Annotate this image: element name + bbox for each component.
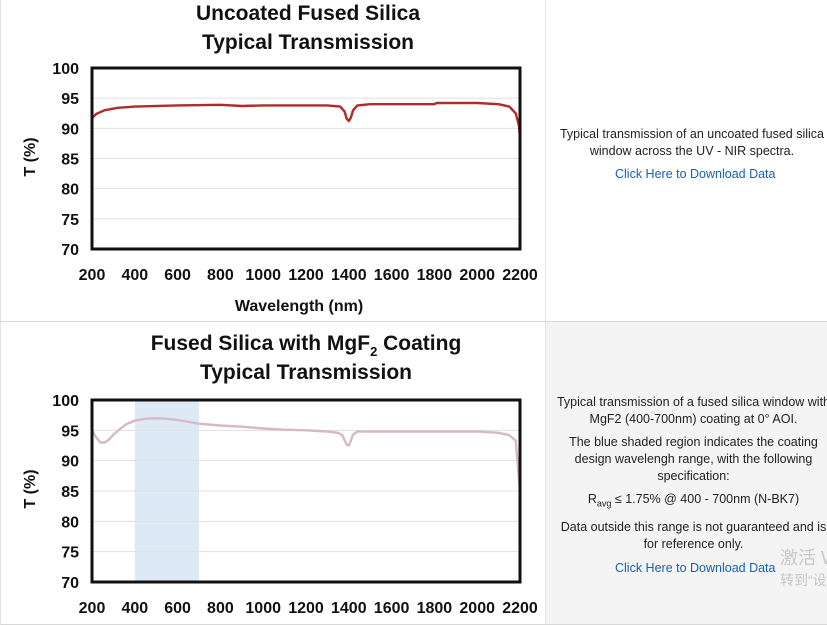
description-paragraph-1: Typical transmission of a fused silica w… [556,395,827,426]
x-tick-label: 1800 [417,600,453,617]
y-tick-label: 90 [61,454,79,471]
chart-title-line1: Fused Silica with MgF2 Coating [151,332,462,359]
x-tick-label: 400 [121,267,148,284]
x-tick-label: 1600 [374,600,410,617]
plot-frame [90,66,522,251]
x-tick-label: 1800 [417,267,453,284]
x-tick-label: 800 [207,600,234,617]
y-tick-label: 80 [61,514,79,531]
y-tick-label: 100 [52,61,79,78]
x-tick-label: 2200 [502,267,538,284]
download-data-link[interactable]: Click Here to Download Data [615,167,776,181]
watermark-line1: 激活 W [780,548,827,568]
y-tick-label: 95 [61,91,79,108]
x-tick-label: 1200 [288,267,324,284]
x-tick-label: 2000 [459,600,495,617]
x-tick-label: 600 [164,267,191,284]
x-tick-label: 2000 [459,267,495,284]
x-tick-label: 400 [121,600,148,617]
y-tick-label: 80 [61,182,79,199]
x-tick-label: 800 [207,267,234,284]
y-tick-label: 70 [61,575,79,592]
plot-frame [90,398,522,584]
y-tick-label: 85 [61,484,79,501]
y-tick-label: 95 [61,423,79,440]
spec-line: Ravg ≤ 1.75% @ 400 - 700nm (N-BK7) [587,492,800,509]
watermark-line2: 转到“设 [780,572,827,588]
chart-cell-uncoated: Uncoated Fused Silica Typical Transmissi… [1,0,546,321]
y-tick-label: 90 [61,121,79,138]
x-tick-label: 2200 [502,600,538,617]
description-paragraph-3: Data outside this range is not guarantee… [560,519,827,551]
x-tick-label: 1400 [331,267,367,284]
x-tick-label: 200 [79,600,106,617]
x-axis-label: Wavelength (nm) [235,298,363,315]
x-tick-label: 200 [79,267,106,284]
x-tick-label: 1000 [245,267,281,284]
x-tick-label: 1000 [245,600,281,617]
x-tick-label: 1600 [374,267,410,284]
mgf2-transmission-chart: Fused Silica with MgF2 Coating Typical T… [22,332,538,617]
uncoated-transmission-chart: Uncoated Fused Silica Typical Transmissi… [22,2,538,315]
x-tick-label: 600 [164,600,191,617]
chart-cell-mgf2: Fused Silica with MgF2 Coating Typical T… [1,322,546,624]
y-tick-label: 75 [61,545,79,562]
chart-title-line2: Typical Transmission [202,31,414,54]
download-data-link[interactable]: Click Here to Download Data [615,561,776,575]
description-text: Typical transmission of a fused silica w… [556,394,827,559]
y-axis-label: T (%) [22,137,39,176]
chart-title-line2: Typical Transmission [200,361,412,384]
description-panel-uncoated: Typical transmission of an uncoated fuse… [546,0,827,321]
description-text: Typical transmission of an uncoated fuse… [556,126,827,166]
description-paragraph: Typical transmission of an uncoated fuse… [559,127,825,158]
y-tick-label: 75 [61,212,79,229]
y-tick-label: 100 [52,393,79,410]
y-tick-label: 70 [61,242,79,259]
transmission-curve [90,416,522,492]
y-tick-label: 85 [61,152,79,169]
y-axis-label: T (%) [22,469,39,508]
description-panel-mgf2: Typical transmission of a fused silica w… [546,322,827,624]
chart-title-line1: Uncoated Fused Silica [196,2,420,25]
chart-row-mgf2: Fused Silica with MgF2 Coating Typical T… [0,322,827,625]
chart-row-uncoated: Uncoated Fused Silica Typical Transmissi… [0,0,827,322]
x-tick-label: 1400 [331,600,367,617]
description-paragraph-2: The blue shaded region indicates the coa… [569,435,818,483]
x-tick-label: 1200 [288,600,324,617]
transmission-curve [91,101,522,138]
